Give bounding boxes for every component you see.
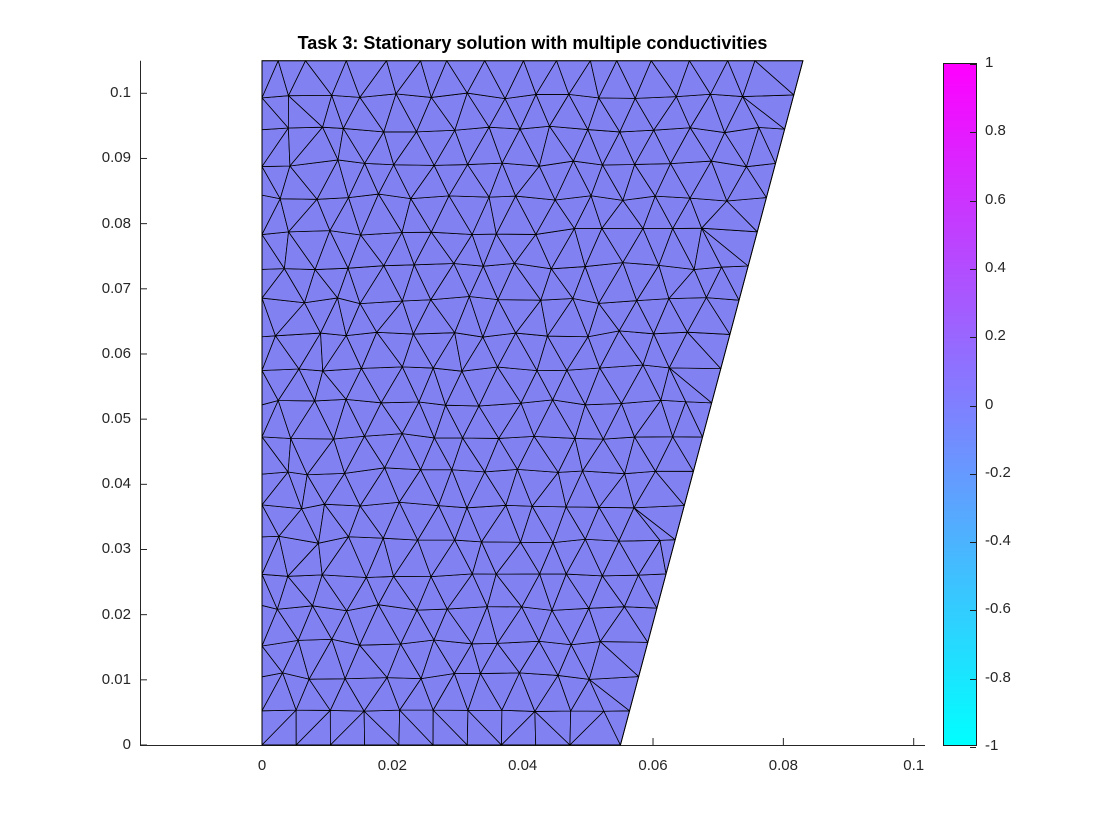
- y-tick-label: 0.02: [101, 605, 131, 623]
- y-tick-label: 0.04: [101, 475, 131, 493]
- colorbar-tick-mark: [970, 132, 976, 134]
- y-tick-label: 0.05: [101, 410, 131, 428]
- y-tick-label: 0.06: [101, 344, 131, 362]
- colorbar-tick-mark: [970, 542, 976, 544]
- y-tick-label: 0.07: [101, 279, 131, 297]
- x-tick-label: 0.08: [768, 757, 798, 774]
- colorbar-tick-label: 0.6: [985, 190, 1006, 208]
- x-tick-label: 0.06: [638, 757, 668, 774]
- y-tick-label: 0.01: [101, 670, 131, 688]
- plot-title: Task 3: Stationary solution with multipl…: [297, 33, 768, 53]
- colorbar-tick-mark: [970, 747, 976, 748]
- colorbar-tick-label: -0.6: [985, 600, 1011, 618]
- mesh-triangles: [261, 60, 804, 746]
- y-tick-label: 0.03: [101, 540, 131, 558]
- colorbar-tick-mark: [970, 200, 976, 202]
- x-tick-label: 0.04: [508, 757, 538, 774]
- x-tick-label: 0.02: [377, 757, 407, 774]
- colorbar-tick-label: 0.2: [985, 327, 1006, 345]
- colorbar-tick-label: -1: [985, 737, 999, 754]
- colorbar-tick-mark: [970, 473, 976, 475]
- colorbar-tick-label: -0.2: [985, 463, 1011, 481]
- colorbar-tick-label: 1: [985, 54, 994, 71]
- domain-outline: [261, 60, 804, 746]
- colorbar-tick-mark: [970, 405, 976, 407]
- y-tick-label: 0: [122, 736, 131, 753]
- colorbar-tick-label: -0.8: [985, 668, 1011, 686]
- y-tick-label: 0.09: [101, 149, 131, 167]
- y-tick-label: 0.1: [110, 84, 131, 102]
- colorbar-tick-label: -0.4: [985, 532, 1011, 550]
- colorbar: [943, 63, 977, 748]
- colorbar-tick-label: 0.4: [985, 258, 1006, 276]
- colorbar-tick-mark: [970, 678, 976, 680]
- colorbar-tick-mark: [970, 610, 976, 612]
- x-tick-label: 0: [257, 757, 267, 774]
- colorbar-tick-mark: [970, 268, 976, 270]
- colorbar-tick-label: 0.8: [985, 122, 1006, 140]
- colorbar-tick-mark: [970, 64, 976, 65]
- colorbar-tick-mark: [970, 337, 976, 339]
- colorbar-tick-label: 0: [985, 395, 994, 413]
- x-tick-label: 0.1: [903, 757, 925, 774]
- y-tick-label: 0.08: [101, 214, 131, 232]
